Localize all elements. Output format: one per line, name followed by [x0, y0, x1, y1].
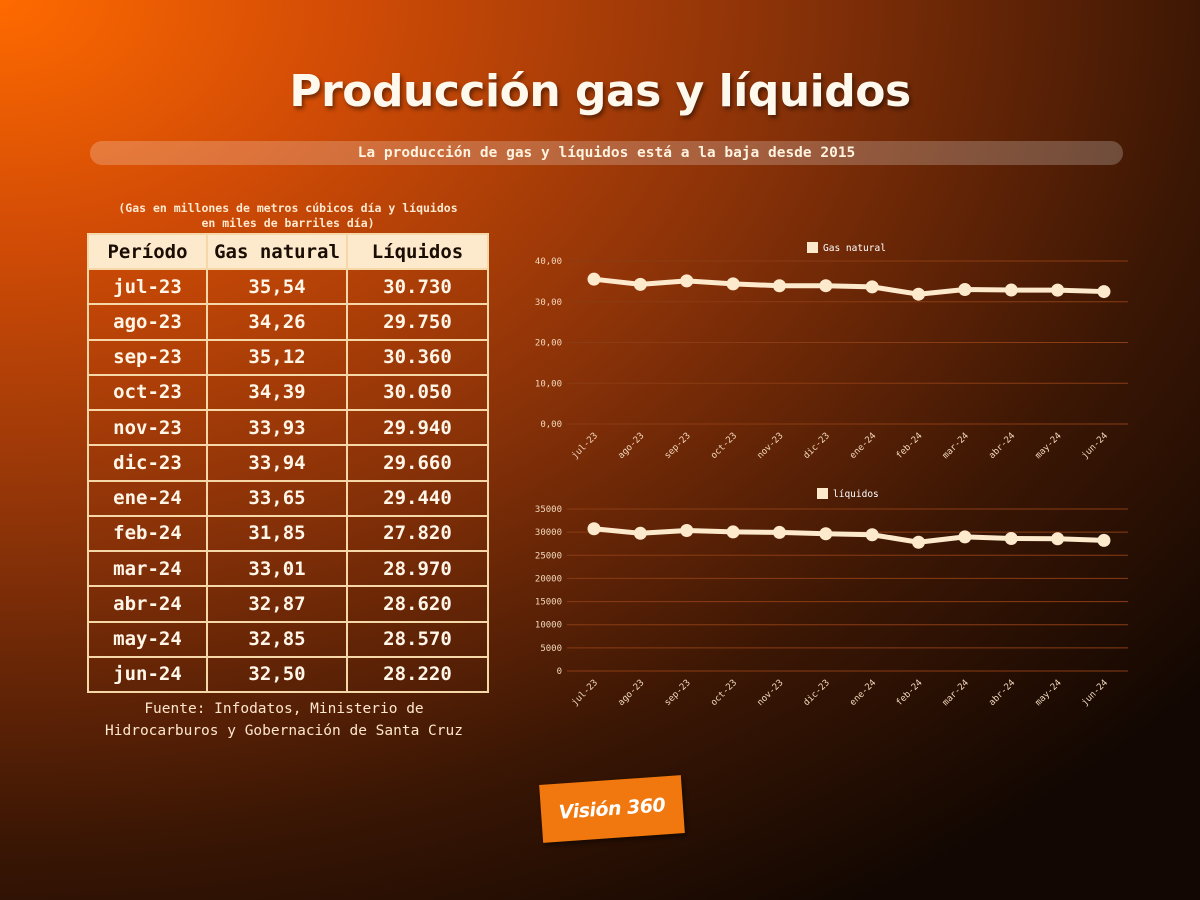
gas-x-tick-label: jul-23	[570, 431, 600, 461]
gas-data-point	[1004, 283, 1018, 297]
table-row: mar-24 33,01 28.970	[87, 549, 489, 588]
cell-liquidos: 29.750	[346, 303, 489, 341]
gas-y-tick-label: 20,00	[535, 339, 562, 349]
gas-y-tick-label: 30,00	[535, 298, 562, 308]
table-row: ago-23 34,26 29.750	[87, 303, 489, 341]
cell-liquidos: 27.820	[346, 514, 489, 553]
table-header-row: Período Gas natural Líquidos	[87, 233, 489, 270]
gas-legend-swatch	[807, 242, 818, 253]
source-line-2: Hidrocarburos y Gobernación de Santa Cru…	[105, 723, 463, 739]
table-row: abr-24 32,87 28.620	[87, 585, 489, 623]
cell-periodo: dic-23	[87, 444, 208, 482]
cell-gas: 35,54	[206, 267, 348, 306]
gas-y-tick-label: 40,00	[535, 257, 562, 267]
table-row: sep-23 35,12 30.360	[87, 338, 489, 376]
gas-data-point	[633, 277, 647, 291]
gas-y-tick-label: 10,00	[535, 379, 562, 389]
gas-data-point	[1097, 285, 1111, 299]
subtitle-banner: La producción de gas y líquidos está a l…	[90, 141, 1123, 165]
table-row: jul-23 35,54 30.730	[87, 267, 489, 306]
gas-x-tick-label: ago-23	[616, 431, 646, 461]
cell-periodo: may-24	[87, 620, 208, 658]
cell-liquidos: 28.220	[346, 655, 489, 694]
gas-series-line	[591, 276, 1107, 297]
gas-data-point	[680, 274, 694, 288]
gas-data-point	[958, 282, 972, 296]
gas-x-tick-label: nov-23	[755, 431, 785, 461]
header-gas-natural: Gas natural	[206, 233, 348, 270]
cell-gas: 32,50	[206, 655, 348, 694]
cell-periodo: mar-24	[87, 549, 208, 588]
cell-gas: 33,01	[206, 549, 348, 588]
gas-data-point	[819, 279, 833, 293]
cell-liquidos: 28.570	[346, 620, 489, 658]
header-liquidos: Líquidos	[346, 233, 489, 270]
gas-x-tick-label: oct-23	[709, 431, 739, 461]
cell-periodo: abr-24	[87, 585, 208, 623]
cell-liquidos: 29.660	[346, 444, 489, 482]
cell-liquidos: 30.050	[346, 373, 489, 412]
cell-gas: 31,85	[206, 514, 348, 553]
gas-x-tick-label: may-24	[1034, 431, 1064, 461]
gas-legend-label: Gas natural	[823, 243, 886, 254]
gas-data-point	[912, 287, 926, 301]
cell-periodo: jul-23	[87, 267, 208, 306]
gas-x-tick-label: jun-24	[1080, 431, 1110, 461]
gas-data-point	[865, 280, 879, 294]
cell-periodo: oct-23	[87, 373, 208, 412]
table-row: oct-23 34,39 30.050	[87, 373, 489, 412]
table-note-line-1: (Gas en millones de metros cúbicos día y…	[118, 201, 458, 215]
production-table: Período Gas natural Líquidos jul-23 35,54…	[87, 233, 489, 694]
vision360-logo: Visión 360	[539, 775, 685, 843]
table-row: jun-24 32,50 28.220	[87, 655, 489, 694]
gas-data-point	[726, 277, 740, 291]
header-periodo: Período	[87, 233, 208, 270]
cell-gas: 33,94	[206, 444, 348, 482]
cell-gas: 35,12	[206, 338, 348, 376]
cell-liquidos: 29.940	[346, 408, 489, 447]
cell-gas: 33,93	[206, 408, 348, 447]
gas-x-tick-label: sep-23	[663, 431, 693, 461]
gas-data-point	[1051, 283, 1065, 297]
cell-liquidos: 30.730	[346, 267, 489, 306]
gas-data-point	[587, 272, 601, 286]
cell-liquidos: 28.620	[346, 585, 489, 623]
gas-x-tick-label: abr-24	[987, 431, 1017, 461]
page-title: Producción gas y líquidos	[289, 66, 911, 117]
cell-liquidos: 30.360	[346, 338, 489, 376]
cell-periodo: feb-24	[87, 514, 208, 553]
cell-liquidos: 28.970	[346, 549, 489, 588]
cell-periodo: nov-23	[87, 408, 208, 447]
gas-x-tick-label: ene-24	[848, 431, 878, 461]
cell-periodo: jun-24	[87, 655, 208, 694]
gas-x-tick-label: feb-24	[895, 431, 925, 461]
gas-x-tick-label: mar-24	[941, 431, 971, 461]
table-row: feb-24 31,85 27.820	[87, 514, 489, 553]
gas-x-tick-label: dic-23	[802, 431, 832, 461]
cell-periodo: ago-23	[87, 303, 208, 341]
cell-gas: 33,65	[206, 479, 348, 517]
cell-periodo: ene-24	[87, 479, 208, 517]
table-row: dic-23 33,94 29.660	[87, 444, 489, 482]
cell-liquidos: 29.440	[346, 479, 489, 517]
cell-gas: 32,85	[206, 620, 348, 658]
cell-gas: 34,39	[206, 373, 348, 412]
table-note: (Gas en millones de metros cúbicos día y…	[88, 201, 488, 231]
source-note: Fuente: Infodatos, Ministerio de Hidroca…	[84, 698, 484, 742]
cell-gas: 32,87	[206, 585, 348, 623]
gas-y-tick-label: 0,00	[540, 420, 562, 430]
cell-gas: 34,26	[206, 303, 348, 341]
gas-data-point	[772, 279, 786, 293]
table-note-line-2: en miles de barriles día)	[201, 216, 375, 230]
table-row: ene-24 33,65 29.440	[87, 479, 489, 517]
source-line-1: Fuente: Infodatos, Ministerio de	[144, 701, 424, 717]
table-row: may-24 32,85 28.570	[87, 620, 489, 658]
table-row: nov-23 33,93 29.940	[87, 408, 489, 447]
cell-periodo: sep-23	[87, 338, 208, 376]
